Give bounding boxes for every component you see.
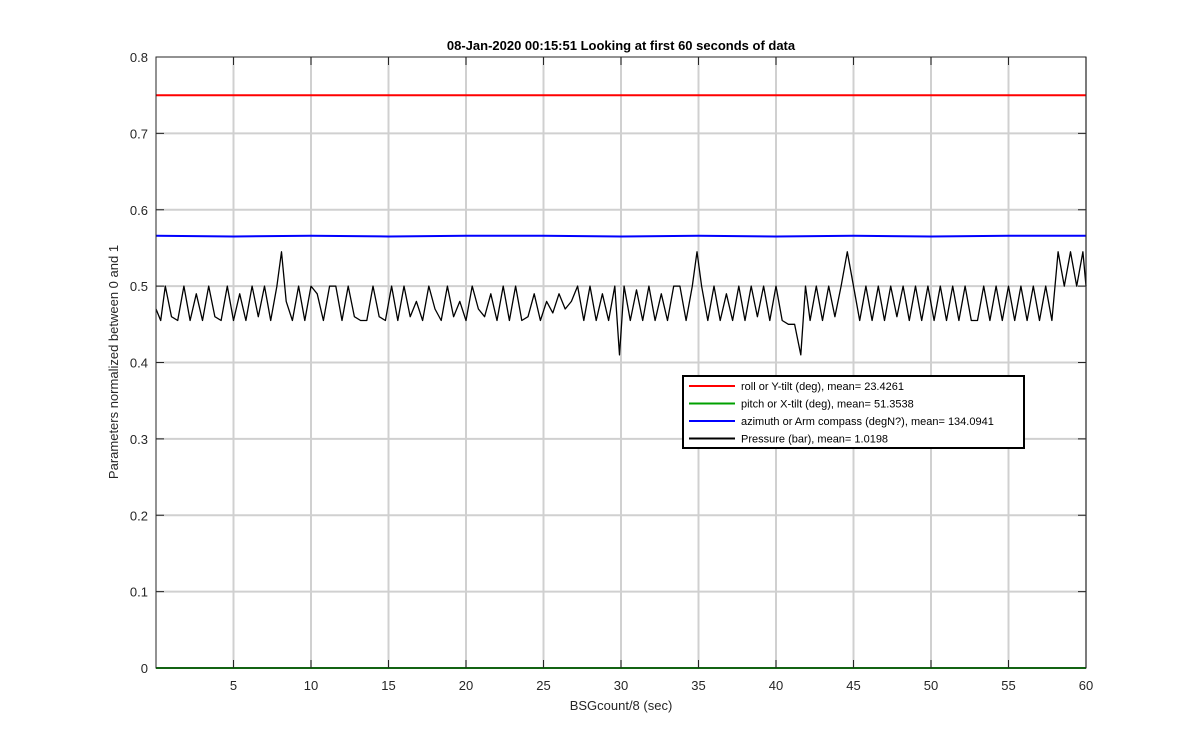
x-tick-label: 5 bbox=[230, 678, 237, 693]
x-tick-label: 20 bbox=[459, 678, 473, 693]
series-line-3 bbox=[155, 234, 1086, 238]
tick-labels: 5 10 15 20 25 30 35 40 45 50 55 60 0 0.1 0.2 0.3 0.4 0.5 0… bbox=[130, 50, 1093, 693]
x-tick-label: 35 bbox=[691, 678, 705, 693]
series-line-4 bbox=[155, 251, 1087, 356]
x-tick-label: 10 bbox=[304, 678, 318, 693]
y-tick-label: 0.2 bbox=[130, 508, 148, 523]
y-tick-label: 0.5 bbox=[130, 279, 148, 294]
x-tick-label: 40 bbox=[769, 678, 783, 693]
x-tick-label: 45 bbox=[846, 678, 860, 693]
legend-label: azimuth or Arm compass (degN?), mean= 13… bbox=[741, 416, 994, 428]
y-tick-label: 0.7 bbox=[130, 126, 148, 141]
x-axis-label: BSGcount/8 (sec) bbox=[570, 698, 673, 713]
y-tick-label: 0.1 bbox=[130, 585, 148, 600]
legend: roll or Y-tilt (deg), mean= 23.4261 pitch… bbox=[682, 375, 1025, 449]
y-tick-label: 0.4 bbox=[130, 356, 148, 371]
chart-title: 08-Jan-2020 00:15:51 Looking at first 60… bbox=[447, 38, 796, 53]
legend-label: pitch or X-tilt (deg), mean= 51.3538 bbox=[741, 399, 914, 411]
x-tick-label: 15 bbox=[381, 678, 395, 693]
y-tick-label: 0.8 bbox=[130, 50, 148, 65]
ticks bbox=[156, 56, 1087, 669]
y-tick-label: 0.3 bbox=[130, 432, 148, 447]
x-tick-label: 30 bbox=[614, 678, 628, 693]
x-tick-label: 25 bbox=[536, 678, 550, 693]
legend-label: Pressure (bar), mean= 1.0198 bbox=[741, 434, 888, 446]
y-tick-label: 0 bbox=[141, 661, 148, 676]
x-tick-label: 55 bbox=[1001, 678, 1015, 693]
x-tick-label: 60 bbox=[1079, 678, 1093, 693]
legend-box bbox=[682, 375, 1025, 449]
y-tick-label: 0.6 bbox=[130, 203, 148, 218]
y-axis-label: Parameters normalized between 0 and 1 bbox=[106, 245, 121, 479]
x-tick-label: 50 bbox=[924, 678, 938, 693]
legend-label: roll or Y-tilt (deg), mean= 23.4261 bbox=[741, 381, 904, 393]
